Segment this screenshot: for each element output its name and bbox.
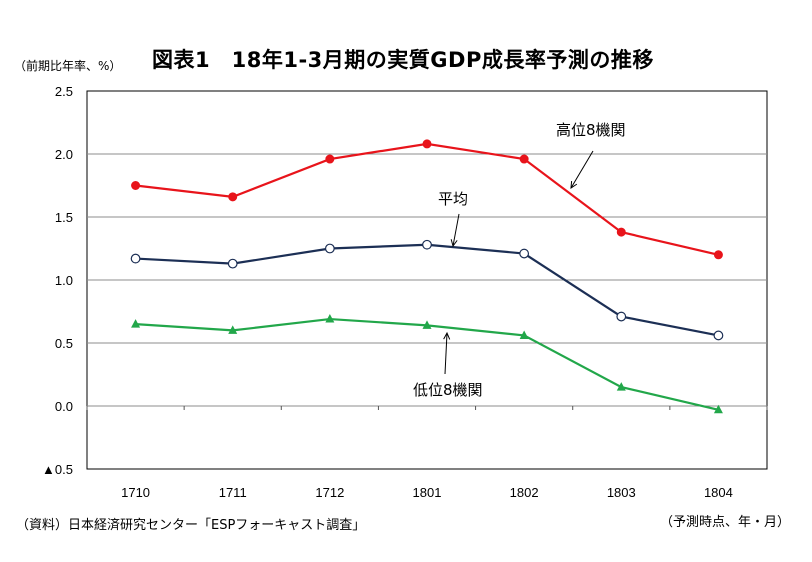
annotation-arrowhead: [450, 239, 458, 248]
data-point-marker: [131, 181, 141, 190]
data-point-marker: [325, 154, 335, 164]
data-point-marker: [324, 243, 335, 254]
series-label: 低位8機関: [413, 381, 483, 399]
annotation-arrow: [444, 332, 448, 375]
y-axis-ticks: 2.5 2.0 1.5 1.0 0.5 0.0 ▲0.5: [42, 84, 73, 477]
series-label: 平均: [438, 190, 468, 208]
data-point-marker: [713, 404, 723, 414]
data-point-marker: [227, 258, 238, 269]
data-point-marker: [422, 239, 432, 250]
data-point-marker: [519, 248, 530, 259]
data-point-marker: [713, 250, 723, 260]
chart-title: 図表1 18年1-3月期の実質GDP成長率予測の推移: [152, 48, 654, 72]
series-markers: [130, 139, 724, 414]
data-point-marker: [422, 320, 432, 329]
y-tick-label: 1.5: [55, 210, 73, 225]
x-tick-label: 1711: [219, 485, 247, 500]
annotation-arrow: [452, 213, 460, 247]
source-note: （資料）日本経済研究センター「ESPフォーキャスト調査」: [16, 518, 366, 533]
data-point-marker: [228, 325, 238, 334]
annotation-arrow: [570, 150, 594, 189]
y-tick-label: 0.5: [55, 336, 73, 351]
x-tick-label: 1712: [315, 485, 344, 500]
x-tick-label: 1801: [413, 485, 442, 500]
y-tick-label: 2.0: [55, 147, 73, 162]
data-point-marker: [616, 382, 626, 391]
data-point-marker: [130, 253, 141, 264]
y-tick-label: 1.0: [55, 273, 73, 288]
gridlines: [86, 90, 768, 470]
data-point-marker: [228, 192, 238, 202]
data-point-marker: [519, 330, 529, 339]
y-tick-label: 2.5: [55, 84, 73, 99]
data-point-marker: [616, 227, 626, 237]
y-unit-label: （前期比年率、%）: [14, 59, 122, 73]
annotation-arrowhead: [570, 180, 578, 189]
data-point-marker: [713, 330, 724, 341]
data-point-marker: [325, 314, 335, 323]
x-tick-label: 1710: [121, 485, 150, 500]
x-axis-note: （予測時点、年・月）: [659, 515, 790, 530]
y-tick-label: ▲0.5: [42, 462, 73, 477]
x-tick-label: 1803: [607, 485, 636, 500]
series-label: 高位8機関: [556, 121, 626, 139]
x-axis-ticks: 1710 1711 1712 1801 1802 1803 1804: [121, 485, 733, 500]
data-point-marker: [616, 311, 627, 322]
x-tick-label: 1804: [704, 485, 733, 500]
series-lines: [135, 142, 719, 411]
data-point-marker: [422, 139, 432, 149]
x-tick-label: 1802: [510, 485, 539, 500]
data-point-marker: [131, 319, 141, 328]
y-tick-label: 0.0: [55, 399, 73, 414]
series-line: [135, 142, 719, 256]
data-point-marker: [519, 154, 529, 164]
annotation-arrowhead: [443, 331, 451, 340]
